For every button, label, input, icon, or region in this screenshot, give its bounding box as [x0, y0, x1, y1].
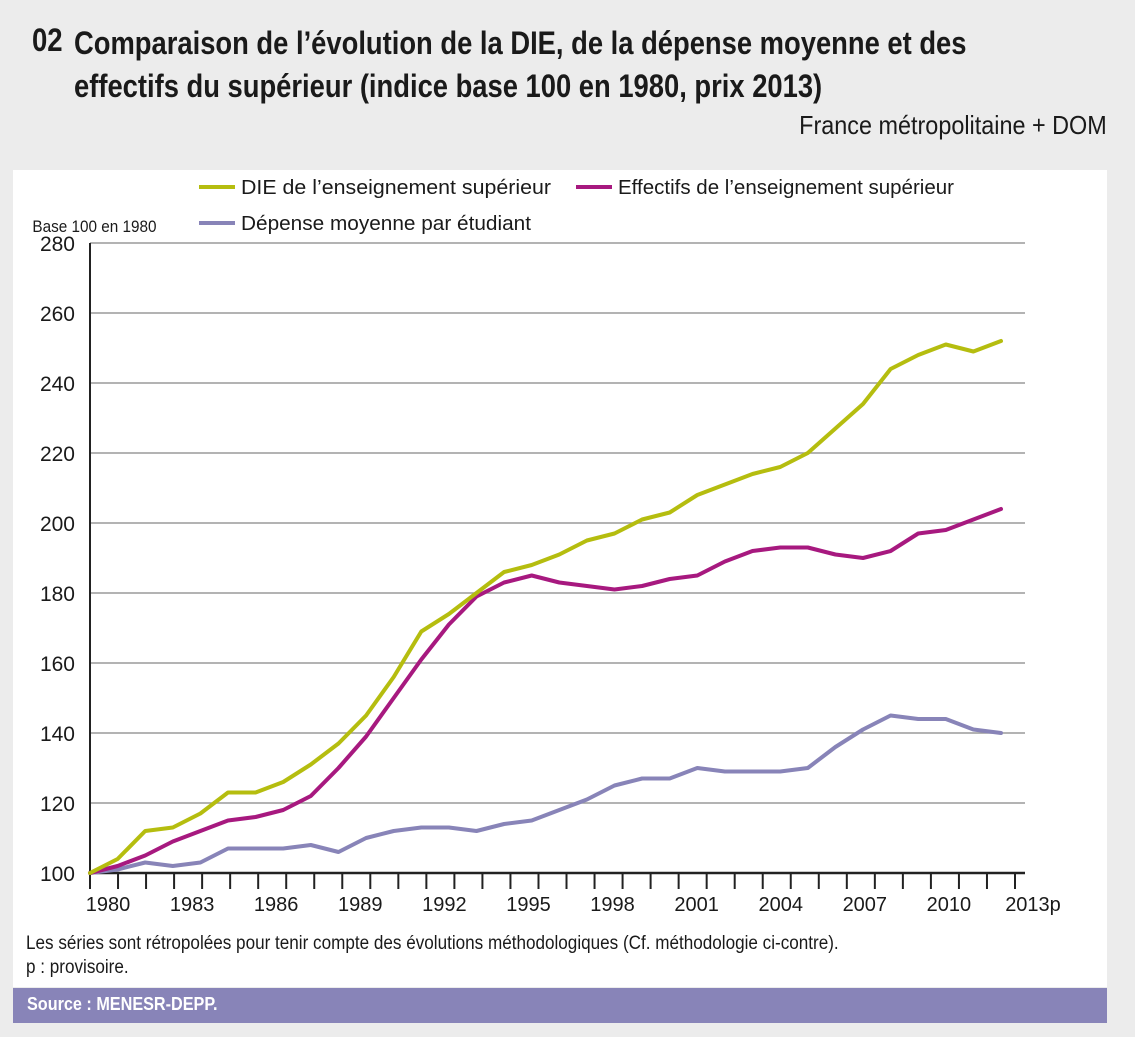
series-line-depense	[88, 713, 1003, 875]
x-tick-label: 1998	[590, 894, 635, 916]
chart-subtitle: France métropolitaine + DOM	[799, 110, 1107, 140]
x-tick-label: 2001	[674, 894, 719, 916]
series-line-effectifs	[88, 507, 1003, 875]
legend-label: Effectifs de l’enseignement supérieur	[618, 177, 954, 199]
chart-title-line-1: Comparaison de l’évolution de la DIE, de…	[74, 25, 967, 61]
y-tick-label: 180	[40, 583, 75, 606]
series-line-die	[88, 339, 1003, 875]
x-tick-label: 2010	[927, 894, 972, 916]
y-tick-label: 100	[40, 863, 75, 886]
y-tick-label: 140	[40, 723, 75, 746]
series-lines	[88, 339, 1003, 875]
methodology-note: Les séries sont rétropolées pour tenir c…	[26, 933, 839, 954]
x-tick-label: 1980	[86, 894, 131, 916]
y-tick-label: 240	[40, 373, 75, 396]
x-tick-label: 2004	[758, 894, 803, 916]
chart-title: Comparaison de l’évolution de la DIE, de…	[74, 22, 1100, 108]
y-tick-label: 280	[40, 233, 75, 256]
gridlines	[90, 242, 1025, 804]
y-tick-label: 160	[40, 653, 75, 676]
legend: DIE de l’enseignement supérieur Effectifs…	[199, 177, 954, 235]
y-tick-labels: 100 120 140 160 180 200 220 240 260 280	[40, 233, 75, 886]
legend-label: Dépense moyenne par étudiant	[241, 213, 531, 235]
x-tick-label: 1992	[422, 894, 467, 916]
y-tick-label: 120	[40, 793, 75, 816]
x-tick-label: 1983	[170, 894, 215, 916]
chart-title-line-2: effectifs du supérieur (indice base 100 …	[74, 68, 823, 104]
figure-number: 02	[32, 22, 63, 58]
x-tick-label: 2007	[843, 894, 888, 916]
legend-label: DIE de l’enseignement supérieur	[241, 177, 551, 199]
x-tick-label: 2013p	[1005, 894, 1061, 916]
x-axis: 1980 1983 1986 1989 1992 1995 1998 2001 2004 2007…	[86, 243, 1061, 916]
chart-panel	[13, 170, 1107, 987]
source-bar: Source : MENESR-DEPP.	[13, 988, 1107, 1023]
x-tick-label: 1995	[506, 894, 551, 916]
provisional-note: p : provisoire.	[26, 957, 129, 978]
x-tick-label: 1986	[254, 894, 299, 916]
y-tick-label: 200	[40, 513, 75, 536]
y-axis-label: Base 100 en 1980	[32, 217, 156, 236]
source-text: Source : MENESR-DEPP.	[27, 994, 218, 1014]
y-tick-label: 220	[40, 443, 75, 466]
y-tick-label: 260	[40, 303, 75, 326]
x-tick-label: 1989	[338, 894, 383, 916]
